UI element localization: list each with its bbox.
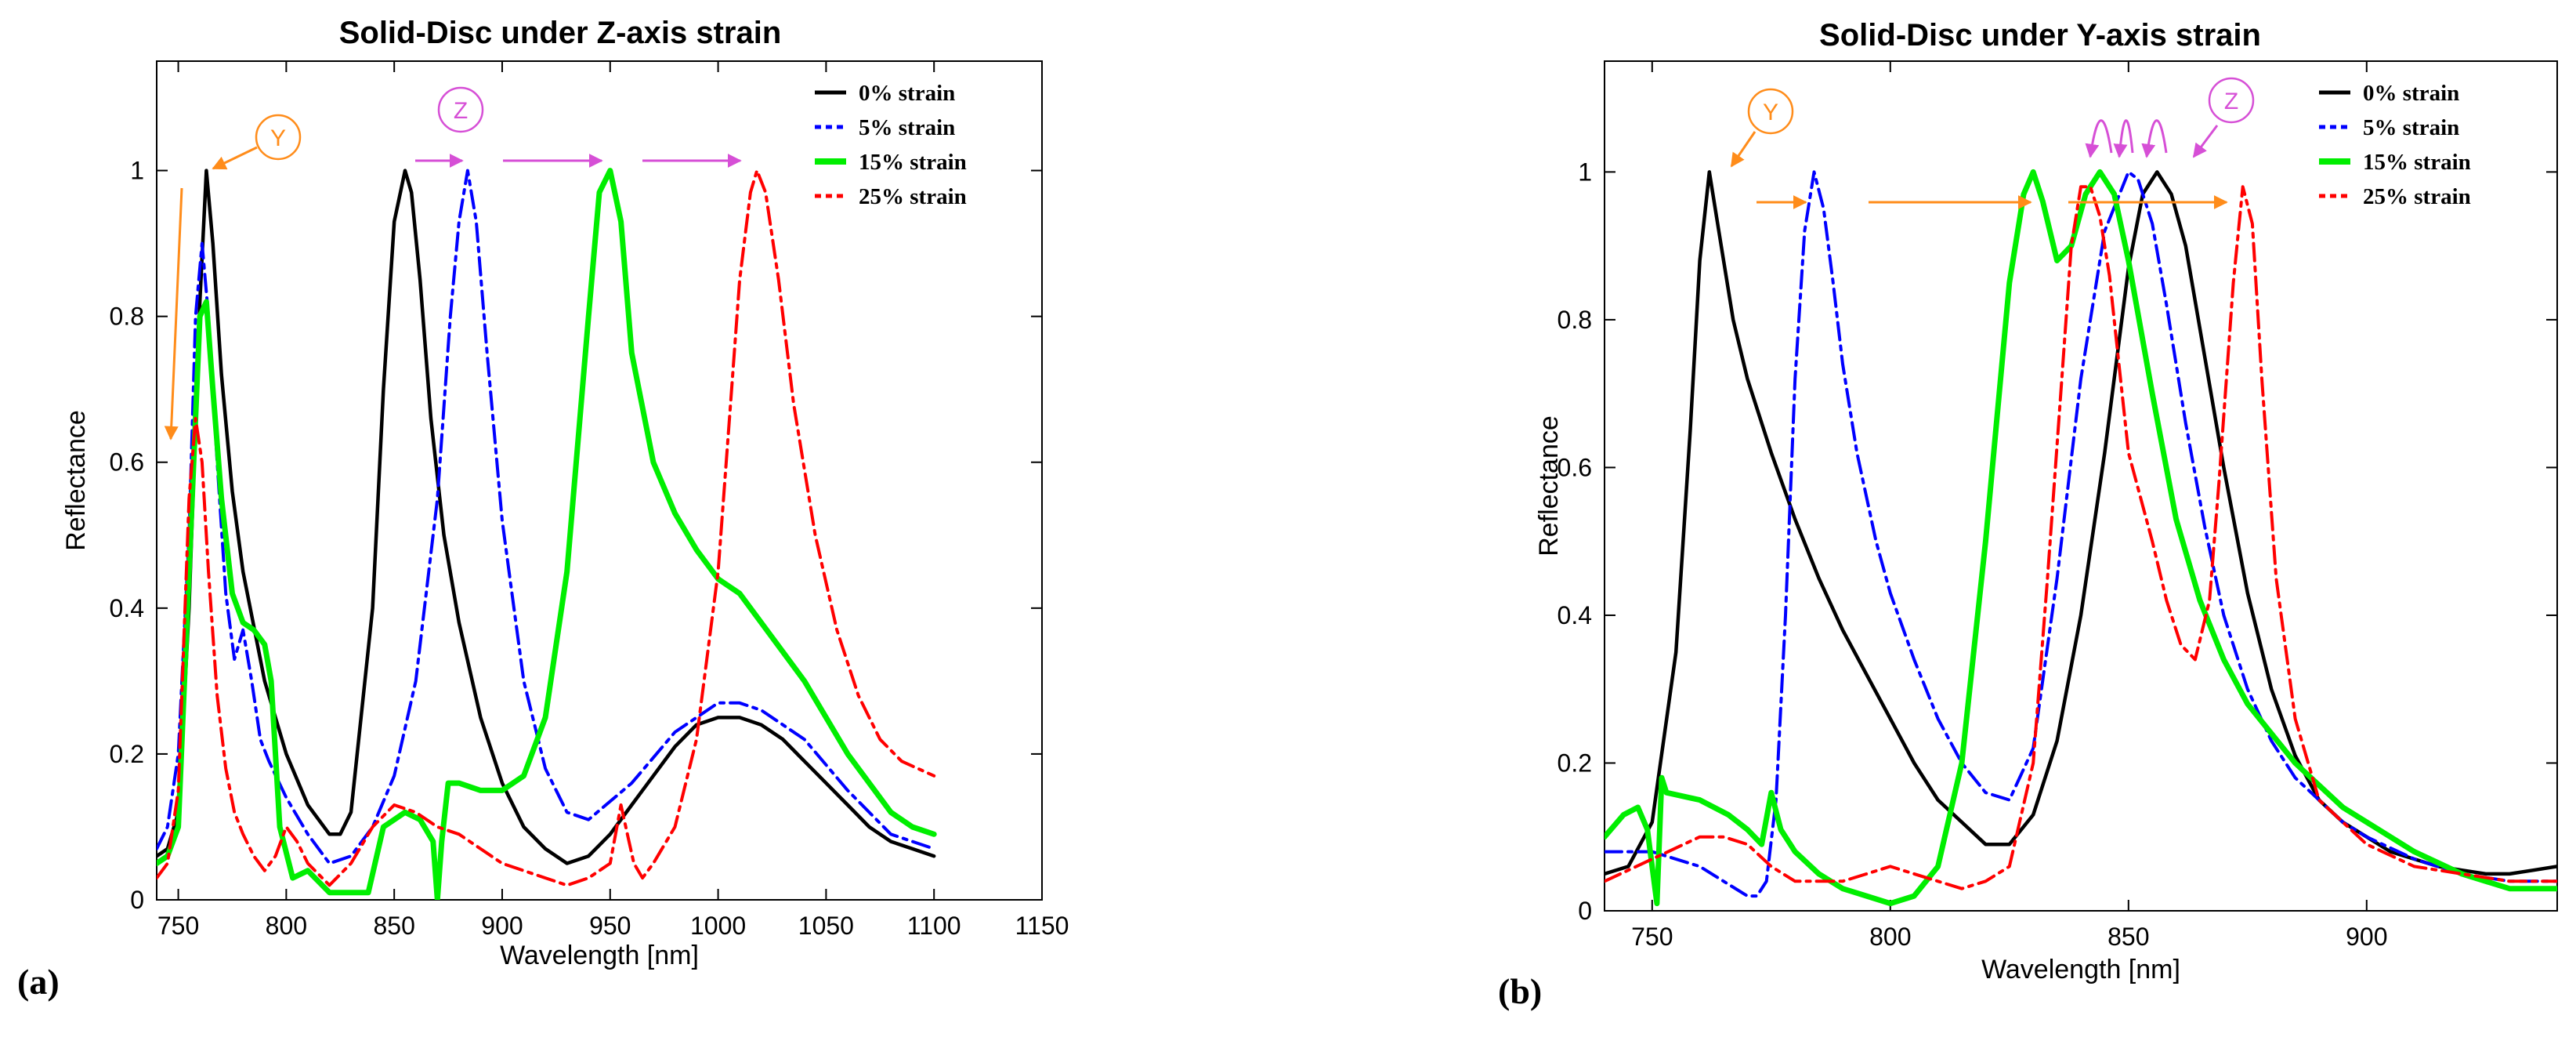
- chart-a-ytick-label: 0.6: [110, 448, 144, 477]
- chart-b-arrow-z-hop-1: [2141, 119, 2168, 158]
- chart-b-series-line-2: [1605, 170, 2557, 898]
- chart-b-ylabel: Reflectance: [1534, 415, 1564, 557]
- chart-b-arrow-y-pointer: [1730, 131, 1757, 168]
- chart-a-ticks: 750 800 850 900 950 1000 1050 1100 1150 0 0.2 0.4 0.…: [110, 61, 1069, 940]
- chart-b-annotation-z-label: Z: [2224, 89, 2238, 114]
- chart-b-legend-label-1: 0% strain: [2363, 81, 2459, 106]
- chart-b-annotation-z-circle: [2208, 77, 2255, 124]
- chart-a-ytick-label: 0: [130, 886, 144, 914]
- chart-b-series-line-1: [1605, 170, 2557, 876]
- chart-b-ytick-label: 0.6: [1558, 453, 1592, 481]
- chart-a-xlabel: Wavelength [nm]: [500, 941, 699, 970]
- chart-a-legend-label-3: 15% strain: [859, 150, 967, 175]
- chart-b-xtick-label: 800: [1869, 923, 1911, 951]
- chart-a-legend-label-2: 5% strain: [859, 115, 955, 140]
- chart-b-xlabel: Wavelength [nm]: [1981, 955, 2180, 984]
- panel-b-label: (b): [1498, 971, 1542, 1011]
- chart-b-title: Solid-Disc under Y-axis strain: [1819, 18, 2261, 53]
- chart-b-ytick-label: 0.2: [1558, 749, 1592, 777]
- chart-a-series-line-1: [157, 169, 936, 865]
- chart-a-legend: 0% strain 5% strain 15% strain 25% strain: [815, 81, 967, 209]
- panel-a: Solid-Disc under Z-axis strain 750 800 850…: [17, 16, 1069, 1002]
- chart-b-arrow-z-pointer: [2192, 125, 2219, 158]
- chart-b-ticks: 750 800 850 900 0 0.2 0.4 0.6 0.8 1: [1558, 61, 2557, 951]
- chart-a-series-line-4: [157, 169, 936, 887]
- chart-b-legend-label-4: 25% strain: [2363, 184, 2471, 209]
- chart-a-legend-label-4: 25% strain: [859, 184, 967, 209]
- chart-a-annotation-z-circle: [437, 86, 484, 133]
- chart-b-legend: 0% strain 5% strain 15% strain 25% strain: [2319, 81, 2471, 209]
- chart-b-ytick-label: 0.4: [1558, 601, 1592, 629]
- chart-b-arrow-z-hop-3: [2085, 119, 2113, 158]
- chart-b-ytick-label: 0: [1578, 897, 1592, 925]
- chart-a-xtick-label: 750: [157, 912, 199, 940]
- chart-a-xtick-label: 800: [266, 912, 307, 940]
- chart-a-title: Solid-Disc under Z-axis strain: [339, 16, 782, 50]
- chart-a-xtick-label: 1100: [907, 912, 961, 940]
- chart-a-xtick-label: 850: [373, 912, 414, 940]
- chart-a-ytick-label: 1: [130, 157, 144, 185]
- chart-a-series-line-3: [157, 168, 937, 900]
- chart-a-ytick-label: 0.4: [110, 594, 144, 622]
- chart-a-ytick-label: 0.2: [110, 740, 144, 768]
- chart-a-xtick-label: 1000: [690, 912, 746, 940]
- panel-b: Solid-Disc under Y-axis strain 750 800 850…: [1498, 18, 2558, 1011]
- chart-b-series-line-3: [1605, 169, 2557, 907]
- chart-a-annotation-z-label: Z: [454, 98, 468, 124]
- chart-a-arrow-y-pointer: [212, 146, 258, 170]
- chart-a-series: [157, 168, 937, 900]
- chart-a-xtick-label: 1150: [1015, 912, 1069, 940]
- chart-a-legend-label-1: 0% strain: [859, 81, 955, 106]
- chart-b-ytick-label: 1: [1578, 158, 1592, 186]
- chart-b-xtick-label: 750: [1631, 923, 1673, 951]
- chart-a-annotation-y-label: Y: [270, 125, 286, 151]
- chart-b-xtick-label: 900: [2346, 923, 2387, 951]
- chart-b-xtick-label: 850: [2107, 923, 2149, 951]
- chart-a-xtick-label: 900: [481, 912, 523, 940]
- chart-a-annotation-y-circle: [255, 114, 302, 161]
- chart-b-legend-label-2: 5% strain: [2363, 115, 2459, 140]
- chart-b-ytick-label: 0.8: [1558, 306, 1592, 334]
- chart-a-ytick-label: 0.8: [110, 303, 144, 331]
- chart-b-legend-label-3: 15% strain: [2363, 150, 2471, 175]
- chart-a-xtick-label: 1050: [798, 912, 854, 940]
- chart-b-arrow-z-hop-2: [2113, 119, 2134, 158]
- chart-b-annotation-y-label: Y: [1763, 100, 1778, 125]
- chart-a-xtick-label: 950: [589, 912, 631, 940]
- chart-a-annotations: YZ: [164, 86, 742, 441]
- chart-b-annotation-y-circle: [1747, 88, 1794, 135]
- chart-a-arrow-y-down: [164, 187, 183, 441]
- chart-a-ylabel: Reflectance: [61, 410, 91, 551]
- panel-a-label: (a): [17, 962, 60, 1002]
